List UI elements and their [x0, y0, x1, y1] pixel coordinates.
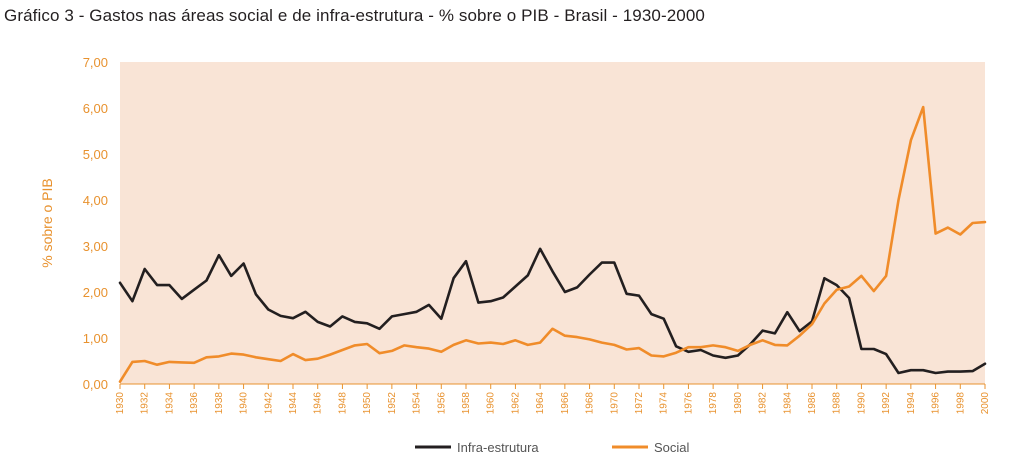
x-tick-label: 1954 [412, 392, 423, 415]
x-tick-label: 1984 [782, 392, 793, 415]
x-tick-label: 1964 [535, 392, 546, 415]
x-tick-label: 1980 [733, 392, 744, 415]
x-tick-label: 1942 [263, 392, 274, 415]
x-tick-label: 1970 [609, 392, 620, 415]
x-tick-label: 1986 [807, 392, 818, 415]
y-axis-label: % sobre o PIB [39, 178, 55, 268]
x-tick-label: 1936 [189, 392, 200, 415]
y-tick-label: 6,00 [83, 101, 108, 116]
x-tick-label: 1944 [288, 392, 299, 415]
x-tick-label: 1940 [239, 392, 250, 415]
legend-label: Infra-estrutura [457, 440, 539, 455]
x-tick-label: 1948 [337, 392, 348, 415]
x-tick-label: 1974 [659, 392, 670, 415]
series-lines [118, 105, 987, 384]
x-tick-label: 1958 [461, 392, 472, 415]
x-tick-label: 1978 [708, 392, 719, 415]
legend: Infra-estrutura Social [415, 440, 690, 455]
x-tick-label: 1990 [856, 392, 867, 415]
x-tick-label: 2000 [980, 392, 991, 415]
y-tick-label: 4,00 [83, 193, 108, 208]
y-tick-label: 3,00 [83, 239, 108, 254]
x-tick-label: 1966 [560, 392, 571, 415]
x-tick-label: 1998 [955, 392, 966, 415]
x-axis-ticks: 1930 1932 1934 1936 1938 1940 1942 1944 1946 1948… [115, 384, 991, 414]
x-tick-label: 1946 [313, 392, 324, 415]
x-tick-label: 1932 [140, 392, 151, 415]
x-tick-label: 1988 [832, 392, 843, 415]
x-tick-label: 1972 [634, 392, 645, 415]
x-tick-label: 1934 [164, 392, 175, 415]
x-tick-label: 1956 [436, 392, 447, 415]
x-tick-label: 1996 [931, 392, 942, 415]
y-tick-label: 2,00 [83, 285, 108, 300]
x-tick-label: 1968 [585, 392, 596, 415]
x-tick-label: 1952 [387, 392, 398, 415]
x-tick-label: 1938 [214, 392, 225, 415]
legend-label: Social [654, 440, 690, 455]
y-tick-label: 7,00 [83, 55, 108, 70]
y-axis-ticks: 0,00 1,00 2,00 3,00 4,00 5,00 6,00 7,00 [83, 55, 108, 392]
y-tick-label: 5,00 [83, 147, 108, 162]
plot-area [120, 62, 985, 384]
y-tick-label: 0,00 [83, 377, 108, 392]
x-tick-label: 1982 [758, 392, 769, 415]
x-tick-label: 1976 [683, 392, 694, 415]
x-tick-label: 1994 [906, 392, 917, 415]
x-tick-label: 1962 [510, 392, 521, 415]
x-tick-label: 1930 [115, 392, 126, 415]
chart-title: Gráfico 3 - Gastos nas áreas social e de… [4, 6, 705, 25]
y-tick-label: 1,00 [83, 331, 108, 346]
series-line [118, 105, 987, 384]
x-tick-label: 1950 [362, 392, 373, 415]
x-tick-label: 1992 [881, 392, 892, 415]
x-tick-label: 1960 [486, 392, 497, 415]
